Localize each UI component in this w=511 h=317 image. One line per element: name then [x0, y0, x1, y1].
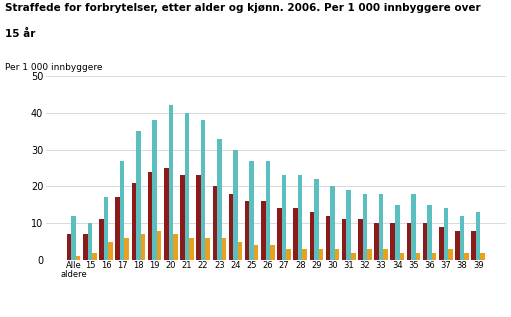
Bar [310, 212, 314, 260]
Bar [152, 120, 157, 260]
Bar [460, 216, 464, 260]
Bar [164, 168, 169, 260]
Bar [245, 201, 249, 260]
Bar [189, 238, 194, 260]
Bar [383, 249, 388, 260]
Bar [238, 242, 242, 260]
Bar [400, 253, 404, 260]
Bar [293, 209, 298, 260]
Bar [72, 216, 76, 260]
Text: 15 år: 15 år [5, 29, 35, 39]
Bar [411, 194, 416, 260]
Bar [471, 230, 476, 260]
Bar [286, 249, 291, 260]
Bar [254, 245, 259, 260]
Bar [395, 205, 400, 260]
Bar [92, 253, 97, 260]
Bar [277, 209, 282, 260]
Bar [83, 234, 87, 260]
Bar [314, 179, 319, 260]
Bar [99, 219, 104, 260]
Bar [358, 219, 363, 260]
Bar [416, 253, 420, 260]
Bar [346, 190, 351, 260]
Bar [335, 249, 339, 260]
Bar [330, 186, 335, 260]
Bar [379, 194, 383, 260]
Text: Per 1 000 innbyggere: Per 1 000 innbyggere [5, 63, 102, 72]
Bar [432, 253, 436, 260]
Bar [407, 223, 411, 260]
Bar [375, 223, 379, 260]
Bar [464, 253, 469, 260]
Bar [455, 230, 460, 260]
Bar [157, 230, 161, 260]
Bar [184, 113, 189, 260]
Bar [319, 249, 323, 260]
Bar [120, 161, 125, 260]
Bar [213, 186, 217, 260]
Bar [76, 256, 81, 260]
Bar [439, 227, 444, 260]
Bar [115, 197, 120, 260]
Bar [132, 183, 136, 260]
Bar [367, 249, 371, 260]
Bar [67, 234, 72, 260]
Bar [217, 139, 222, 260]
Bar [342, 219, 346, 260]
Bar [427, 205, 432, 260]
Bar [266, 161, 270, 260]
Bar [196, 175, 201, 260]
Bar [448, 249, 453, 260]
Bar [233, 150, 238, 260]
Bar [476, 212, 480, 260]
Bar [351, 253, 356, 260]
Bar [108, 242, 113, 260]
Bar [125, 238, 129, 260]
Bar [229, 194, 233, 260]
Bar [141, 234, 145, 260]
Bar [136, 131, 141, 260]
Bar [423, 223, 427, 260]
Bar [222, 238, 226, 260]
Bar [480, 253, 485, 260]
Bar [298, 175, 303, 260]
Bar [201, 120, 205, 260]
Bar [270, 245, 274, 260]
Bar [169, 106, 173, 260]
Bar [444, 209, 448, 260]
Bar [282, 175, 286, 260]
Bar [205, 238, 210, 260]
Text: Straffede for forbrytelser, etter alder og kjønn. 2006. Per 1 000 innbyggere ove: Straffede for forbrytelser, etter alder … [5, 3, 481, 13]
Bar [261, 201, 266, 260]
Bar [249, 161, 254, 260]
Bar [326, 216, 330, 260]
Bar [173, 234, 177, 260]
Bar [390, 223, 395, 260]
Bar [148, 172, 152, 260]
Bar [104, 197, 108, 260]
Bar [363, 194, 367, 260]
Bar [303, 249, 307, 260]
Bar [180, 175, 184, 260]
Bar [87, 223, 92, 260]
